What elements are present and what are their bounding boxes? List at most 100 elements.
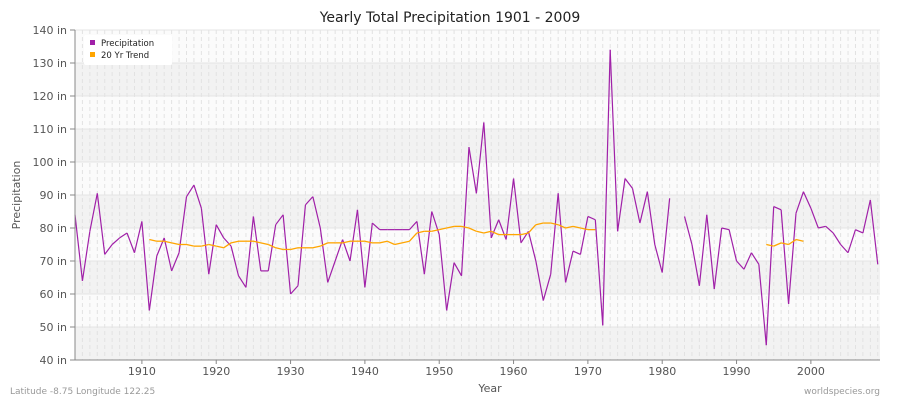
precipitation-segment [862, 199, 871, 234]
trend-segment [476, 230, 484, 234]
trend-segment [379, 240, 388, 244]
trend-segment [267, 243, 276, 249]
trend-segment [312, 245, 321, 249]
y-tick-label: 120 in [32, 90, 67, 103]
precipitation-segment [81, 231, 91, 281]
precipitation-segment [706, 214, 715, 290]
trend-segment [416, 230, 425, 234]
precipitation-segment [840, 244, 849, 254]
trend-segment [483, 230, 492, 234]
precipitation-segment [275, 214, 284, 226]
precipitation-segment [743, 252, 752, 270]
trend-segment [216, 245, 224, 249]
trend-segment [320, 242, 328, 247]
x-tick-label: 1910 [128, 365, 156, 378]
trend-segment [171, 242, 180, 246]
y-tick-label: 90 in [39, 189, 67, 202]
chart-title: Yearly Total Precipitation 1901 - 2009 [319, 10, 581, 26]
legend-label-precipitation: Precipitation [101, 39, 154, 49]
trend-segment [446, 225, 455, 229]
trend-segment [342, 240, 351, 244]
trend-segment [394, 242, 403, 246]
trend-segment [409, 232, 418, 242]
trend-segment [795, 238, 804, 242]
precipitation-segment [148, 255, 158, 311]
precipitation-segment [773, 206, 782, 211]
precipitation-segment [550, 193, 559, 275]
precipitation-segment [602, 49, 611, 326]
precipitation-segment [74, 214, 84, 281]
precipitation-segment [780, 209, 790, 304]
precipitation-segment [230, 246, 240, 276]
legend-label-trend: 20 Yr Trend [101, 51, 149, 61]
precipitation-segment [750, 252, 760, 265]
precipitation-segment [364, 222, 373, 288]
x-tick-label: 1990 [723, 365, 751, 378]
trend-segment [208, 243, 217, 247]
precipitation-segment [185, 184, 195, 197]
precipitation-segment [572, 250, 581, 255]
precipitation-segment [691, 244, 700, 286]
precipitation-segment [89, 193, 98, 232]
precipitation-segment [535, 260, 544, 301]
x-tick-label: 1930 [277, 365, 305, 378]
trend-segment [788, 239, 797, 246]
x-tick-label: 1940 [351, 365, 379, 378]
trend-segment [260, 242, 269, 246]
trend-segment [766, 243, 774, 247]
y-tick-label: 70 in [39, 255, 67, 268]
trend-segment [520, 232, 529, 236]
trend-segment [223, 242, 232, 249]
precipitation-segment [193, 184, 202, 209]
trend-segment [149, 238, 157, 242]
trend-segment [290, 247, 299, 251]
precipitation-segment [431, 211, 440, 235]
precipitation-segment [787, 213, 797, 304]
precipitation-segment [252, 216, 262, 271]
trend-segment [164, 240, 172, 244]
precipitation-segment [126, 232, 136, 253]
trend-segment [230, 240, 239, 244]
precipitation-segment [245, 216, 254, 288]
trend-segment [253, 240, 261, 244]
legend-swatch-precipitation [90, 40, 95, 45]
precipitation-segment [416, 221, 425, 275]
precipitation-segment [639, 191, 648, 224]
trend-segment [565, 225, 574, 229]
y-axis-label: Precipitation [10, 161, 23, 230]
trend-segment [527, 224, 537, 234]
y-tick-label: 100 in [32, 156, 67, 169]
precipitation-segment [104, 244, 113, 255]
trend-segment [780, 242, 789, 246]
precipitation-segment [208, 224, 217, 275]
trend-segment [773, 242, 782, 247]
precipitation-segment [319, 227, 329, 283]
precipitation-segment [200, 208, 210, 275]
precipitation-segment [290, 285, 299, 295]
precipitation-segment [802, 191, 812, 209]
precipitation-segment [683, 216, 693, 245]
trend-segment [580, 227, 589, 231]
precipitation-segment [215, 224, 225, 239]
precipitation-segment [356, 209, 366, 288]
precipitation-segment [468, 147, 477, 194]
y-tick-label: 140 in [32, 24, 67, 37]
precipitation-segment [624, 178, 633, 189]
trend-segment [386, 240, 395, 246]
precipitation-segment [409, 220, 418, 231]
precipitation-segment [460, 147, 470, 276]
trend-segment [490, 230, 499, 236]
y-tick-label: 50 in [39, 321, 67, 334]
precipitation-segment [133, 221, 143, 253]
precipitation-segment [869, 199, 879, 265]
y-tick-label: 80 in [39, 222, 67, 235]
precipitation-segment [498, 219, 507, 240]
precipitation-segment [483, 122, 492, 238]
precipitation-segment [453, 262, 463, 277]
trend-segment [535, 222, 544, 226]
precipitation-segment [736, 260, 745, 270]
trend-segment [550, 222, 559, 226]
y-tick-label: 60 in [39, 288, 67, 301]
